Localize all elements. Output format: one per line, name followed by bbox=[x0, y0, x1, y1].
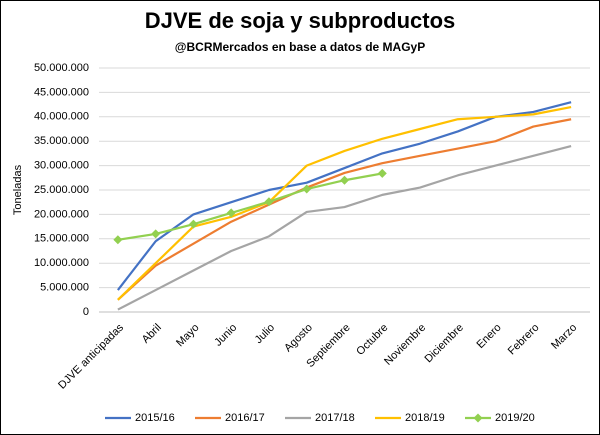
chart-title: DJVE de soja y subproductos bbox=[145, 8, 456, 33]
y-tick-label: 15.000.000 bbox=[34, 233, 89, 245]
y-tick-label: 20.000.000 bbox=[34, 208, 89, 220]
y-tick-label: 40.000.000 bbox=[34, 111, 89, 123]
y-tick-label: 25.000.000 bbox=[34, 184, 89, 196]
y-axis-label: Toneladas bbox=[12, 164, 24, 215]
y-tick-label: 50.000.000 bbox=[34, 62, 89, 74]
y-tick-label: 45.000.000 bbox=[34, 86, 89, 98]
legend-label: 2016/17 bbox=[225, 412, 265, 424]
legend-label: 2019/20 bbox=[495, 412, 535, 424]
marker bbox=[226, 208, 236, 218]
legend-label: 2018/19 bbox=[405, 412, 445, 424]
marker bbox=[264, 197, 274, 207]
legend-label: 2015/16 bbox=[135, 412, 175, 424]
y-tick-label: 35.000.000 bbox=[34, 135, 89, 147]
chart-subtitle: @BCRMercados en base a datos de MAGyP bbox=[175, 40, 425, 54]
legend-label: 2017/18 bbox=[315, 412, 355, 424]
marker bbox=[302, 184, 312, 194]
y-tick-label: 10.000.000 bbox=[34, 257, 89, 269]
marker bbox=[340, 175, 349, 185]
marker bbox=[188, 219, 198, 229]
marker bbox=[377, 168, 387, 178]
series-line bbox=[117, 172, 383, 241]
marker bbox=[113, 235, 123, 245]
marker bbox=[151, 229, 161, 239]
series-line bbox=[117, 118, 572, 301]
series-line bbox=[117, 145, 572, 311]
y-tick-label: 5.000.000 bbox=[40, 282, 89, 294]
y-tick-label: 30.000.000 bbox=[34, 160, 89, 172]
y-tick-label: 0 bbox=[83, 306, 89, 318]
legend-marker bbox=[473, 413, 483, 423]
